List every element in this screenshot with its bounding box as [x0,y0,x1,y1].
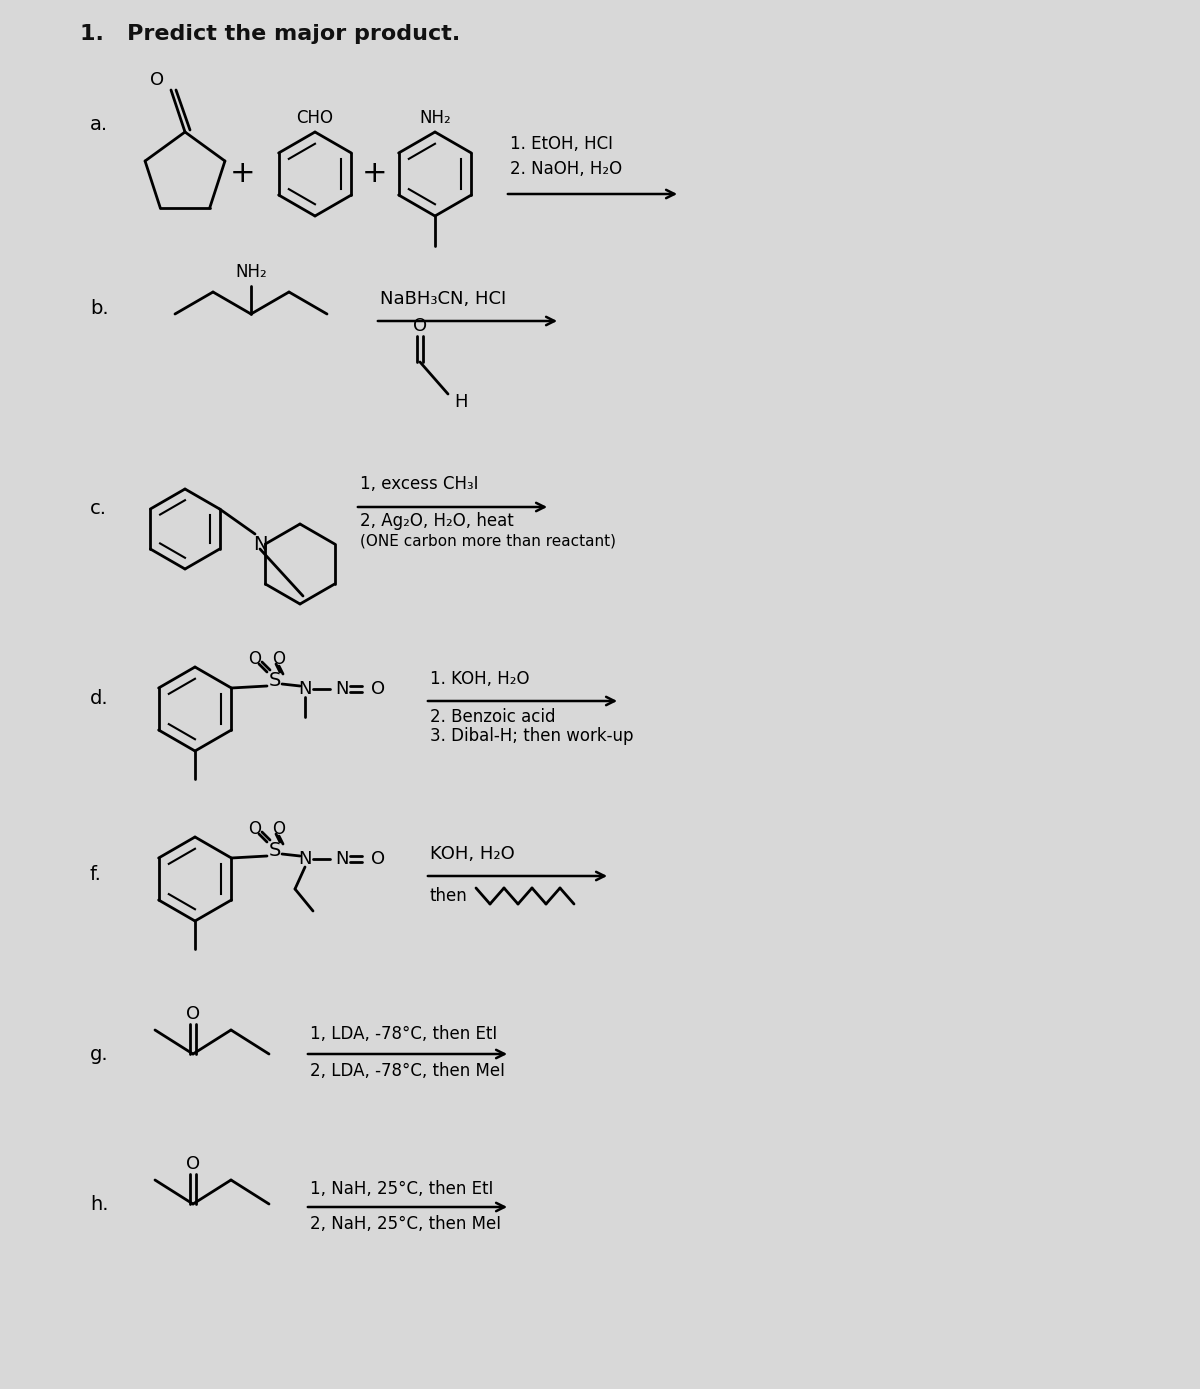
Text: +: + [230,160,256,189]
Text: c.: c. [90,500,107,518]
Text: O: O [186,1156,200,1172]
Text: O: O [413,317,427,335]
Text: 1.   Predict the major product.: 1. Predict the major product. [80,24,461,44]
Text: h.: h. [90,1195,108,1214]
Text: 1, LDA, -78°C, then EtI: 1, LDA, -78°C, then EtI [310,1025,497,1043]
Text: H: H [454,393,468,411]
Text: S: S [269,671,281,690]
Text: O: O [248,650,262,668]
Text: O: O [272,650,286,668]
Text: CHO: CHO [296,108,334,126]
Text: 3. Dibal-H; then work-up: 3. Dibal-H; then work-up [430,726,634,745]
Text: d.: d. [90,689,109,708]
Text: 1, excess CH₃I: 1, excess CH₃I [360,475,479,493]
Text: O: O [248,820,262,838]
Text: N: N [299,850,312,868]
Text: a.: a. [90,114,108,133]
Text: KOH, H₂O: KOH, H₂O [430,845,515,863]
Text: b.: b. [90,300,109,318]
Text: then: then [430,888,468,906]
Text: 1. KOH, H₂O: 1. KOH, H₂O [430,669,529,688]
Text: NH₂: NH₂ [235,263,266,281]
Text: 2. NaOH, H₂O: 2. NaOH, H₂O [510,160,622,178]
Text: +: + [362,160,388,189]
Text: N: N [299,681,312,699]
Text: (ONE carbon more than reactant): (ONE carbon more than reactant) [360,533,616,549]
Text: O: O [150,71,164,89]
Text: O: O [371,850,385,868]
Text: 1. EtOH, HCI: 1. EtOH, HCI [510,135,613,153]
Text: 2. Benzoic acid: 2. Benzoic acid [430,708,556,726]
Text: 1, NaH, 25°C, then EtI: 1, NaH, 25°C, then EtI [310,1181,493,1197]
Text: g.: g. [90,1045,109,1064]
Text: N: N [335,681,349,699]
Text: NH₂: NH₂ [419,108,451,126]
Text: 2, NaH, 25°C, then MeI: 2, NaH, 25°C, then MeI [310,1215,502,1233]
Text: S: S [269,842,281,861]
Text: 2, LDA, -78°C, then MeI: 2, LDA, -78°C, then MeI [310,1063,505,1081]
Text: N: N [335,850,349,868]
Text: 2, Ag₂O, H₂O, heat: 2, Ag₂O, H₂O, heat [360,513,514,531]
Text: N: N [253,535,268,553]
Text: f.: f. [90,864,102,883]
Text: O: O [272,820,286,838]
Text: O: O [186,1006,200,1024]
Text: NaBH₃CN, HCI: NaBH₃CN, HCI [380,290,506,308]
Text: O: O [371,681,385,699]
